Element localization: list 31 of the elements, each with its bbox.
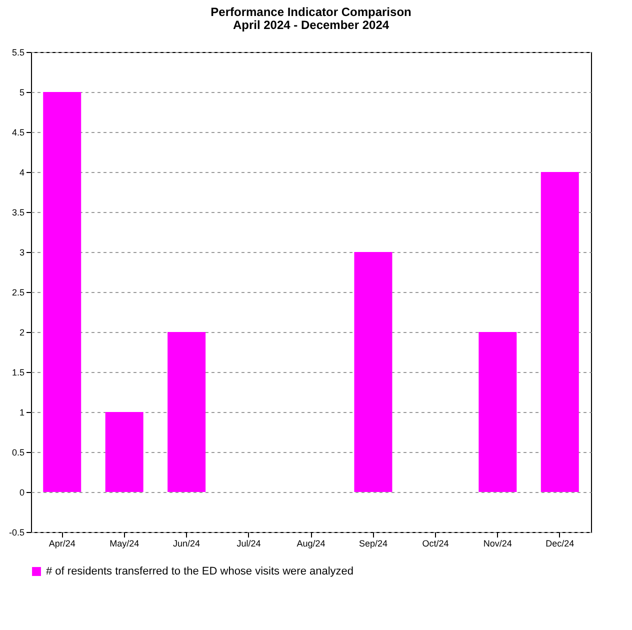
bar	[354, 252, 392, 492]
bar	[540, 172, 579, 492]
y-tick-label: 2.5	[12, 288, 24, 298]
x-tick-label: Apr/24	[48, 538, 76, 548]
y-tick-label: -0.5	[8, 528, 24, 538]
bar	[105, 412, 144, 492]
y-tick-label: 3.5	[12, 208, 24, 218]
y-tick-label: 4	[19, 168, 24, 178]
y-tick-label: 2	[19, 328, 24, 338]
x-tick-label: Jun/24	[173, 538, 200, 548]
x-tick-label: Jul/24	[236, 538, 261, 548]
y-tick-label: 4.5	[12, 128, 24, 138]
chart-title: Performance Indicator Comparison	[210, 5, 412, 19]
y-tick-label: 1	[19, 408, 24, 418]
y-tick-label: 5.5	[12, 48, 24, 58]
x-tick-label: Oct/24	[422, 538, 449, 548]
chart-subtitle: April 2024 - December 2024	[232, 18, 390, 32]
y-tick-label: 0	[19, 488, 24, 498]
x-tick-label: Sep/24	[358, 538, 388, 548]
x-tick-label: Dec/24	[546, 538, 574, 548]
y-tick-label: 5	[19, 88, 24, 98]
bar	[478, 332, 517, 492]
legend-label: # of residents transferred to the ED whose visits were analyzed	[46, 566, 354, 578]
x-tick-label: Nov/24	[483, 538, 512, 548]
x-tick-label: Aug/24	[296, 538, 326, 548]
bar	[168, 332, 206, 492]
bar	[43, 92, 82, 492]
x-tick-label: May/24	[110, 538, 140, 548]
y-tick-label: 0.5	[12, 448, 24, 458]
y-tick-label: 3	[19, 248, 24, 258]
y-tick-label: 1.5	[12, 368, 24, 378]
